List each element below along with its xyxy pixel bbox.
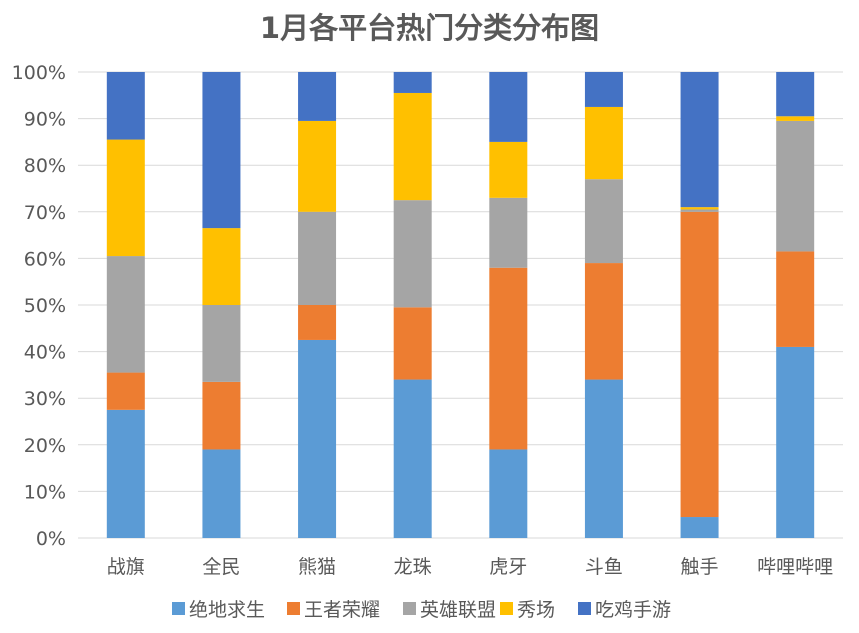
legend-label: 绝地求生 bbox=[189, 599, 265, 621]
bar-segment bbox=[298, 305, 337, 340]
bar-segment bbox=[202, 228, 241, 305]
legend-item: 绝地求生 bbox=[172, 599, 265, 621]
bar-segment bbox=[106, 139, 145, 257]
x-tick-label: 虎牙 bbox=[489, 556, 527, 578]
x-tick-label: 全民 bbox=[202, 556, 240, 578]
bar-segment bbox=[584, 179, 623, 264]
x-axis-ticks: 战旗 全民 熊猫 龙珠 虎牙 斗鱼 触手 哔哩哔哩 bbox=[107, 556, 833, 578]
x-tick-label: 战旗 bbox=[107, 556, 145, 578]
y-tick-label: 20% bbox=[24, 435, 66, 457]
legend-label: 英雄联盟 bbox=[420, 599, 496, 621]
legend-swatch bbox=[287, 602, 300, 615]
bar-segment bbox=[776, 346, 815, 538]
y-tick-label: 0% bbox=[36, 528, 66, 550]
bar-segment bbox=[680, 207, 719, 210]
bar-segment bbox=[489, 197, 528, 268]
bar-segment bbox=[202, 381, 241, 450]
bar-segment bbox=[489, 449, 528, 538]
bar-segment bbox=[106, 409, 145, 538]
y-tick-label: 80% bbox=[24, 155, 66, 177]
x-tick-label: 触手 bbox=[681, 556, 719, 578]
chart-title: 1月各平台热门分类分布图 bbox=[260, 11, 599, 45]
bar-segment bbox=[393, 72, 432, 93]
bar-segment bbox=[776, 120, 815, 252]
bar-segment bbox=[584, 379, 623, 538]
legend-item: 吃鸡手游 bbox=[578, 599, 671, 621]
legend-item: 秀场 bbox=[500, 599, 555, 621]
bar-segment bbox=[584, 72, 623, 107]
bar-segment bbox=[202, 449, 241, 538]
bar-segment bbox=[584, 106, 623, 180]
y-tick-label: 40% bbox=[24, 342, 66, 364]
bar-segment bbox=[776, 72, 815, 117]
bar-segment bbox=[298, 72, 337, 121]
bar-segment bbox=[393, 92, 432, 201]
bar-segment bbox=[680, 211, 719, 518]
bar-segment bbox=[298, 211, 337, 305]
bar-segment bbox=[680, 517, 719, 538]
bar-segment bbox=[106, 372, 145, 410]
bar-segment bbox=[298, 339, 337, 538]
bar-segment bbox=[393, 379, 432, 538]
bar-segment bbox=[298, 120, 337, 212]
bar-segment bbox=[202, 72, 241, 229]
y-tick-label: 10% bbox=[24, 481, 66, 503]
bar-segment bbox=[489, 141, 528, 198]
legend-label: 秀场 bbox=[517, 599, 555, 621]
legend-item: 王者荣耀 bbox=[287, 599, 380, 621]
bar-segment bbox=[776, 116, 815, 121]
y-tick-label: 60% bbox=[24, 248, 66, 270]
bar-segment bbox=[106, 256, 145, 373]
y-tick-label: 70% bbox=[24, 202, 66, 224]
y-axis-ticks: 0% 10% 20% 30% 40% 50% 60% 70% 80% 90% 100% bbox=[12, 62, 66, 550]
bar-segment bbox=[489, 267, 528, 450]
legend-item: 英雄联盟 bbox=[403, 599, 496, 621]
legend-swatch bbox=[172, 602, 185, 615]
bar-segment bbox=[393, 200, 432, 308]
y-tick-label: 30% bbox=[24, 388, 66, 410]
legend-swatch bbox=[578, 602, 591, 615]
gridlines bbox=[78, 71, 843, 539]
bar-segment bbox=[680, 209, 719, 212]
legend-swatch bbox=[403, 602, 416, 615]
bar-segment bbox=[202, 305, 241, 382]
x-tick-label: 龙珠 bbox=[394, 556, 432, 578]
x-tick-label: 熊猫 bbox=[298, 556, 336, 578]
legend: 绝地求生 王者荣耀 英雄联盟 秀场 吃鸡手游 bbox=[172, 599, 671, 621]
legend-label: 王者荣耀 bbox=[304, 599, 380, 621]
bar-segment bbox=[106, 72, 145, 140]
y-tick-label: 100% bbox=[12, 62, 66, 84]
bar-segment bbox=[393, 307, 432, 380]
y-tick-label: 50% bbox=[24, 295, 66, 317]
x-tick-label: 斗鱼 bbox=[585, 556, 623, 578]
bars bbox=[106, 72, 815, 538]
x-tick-label: 哔哩哔哩 bbox=[757, 556, 833, 578]
bar-segment bbox=[776, 251, 815, 347]
legend-label: 吃鸡手游 bbox=[595, 599, 671, 621]
bar-segment bbox=[489, 72, 528, 142]
legend-swatch bbox=[500, 602, 513, 615]
bar-segment bbox=[680, 72, 719, 208]
y-tick-label: 90% bbox=[24, 109, 66, 131]
bar-segment bbox=[584, 263, 623, 380]
